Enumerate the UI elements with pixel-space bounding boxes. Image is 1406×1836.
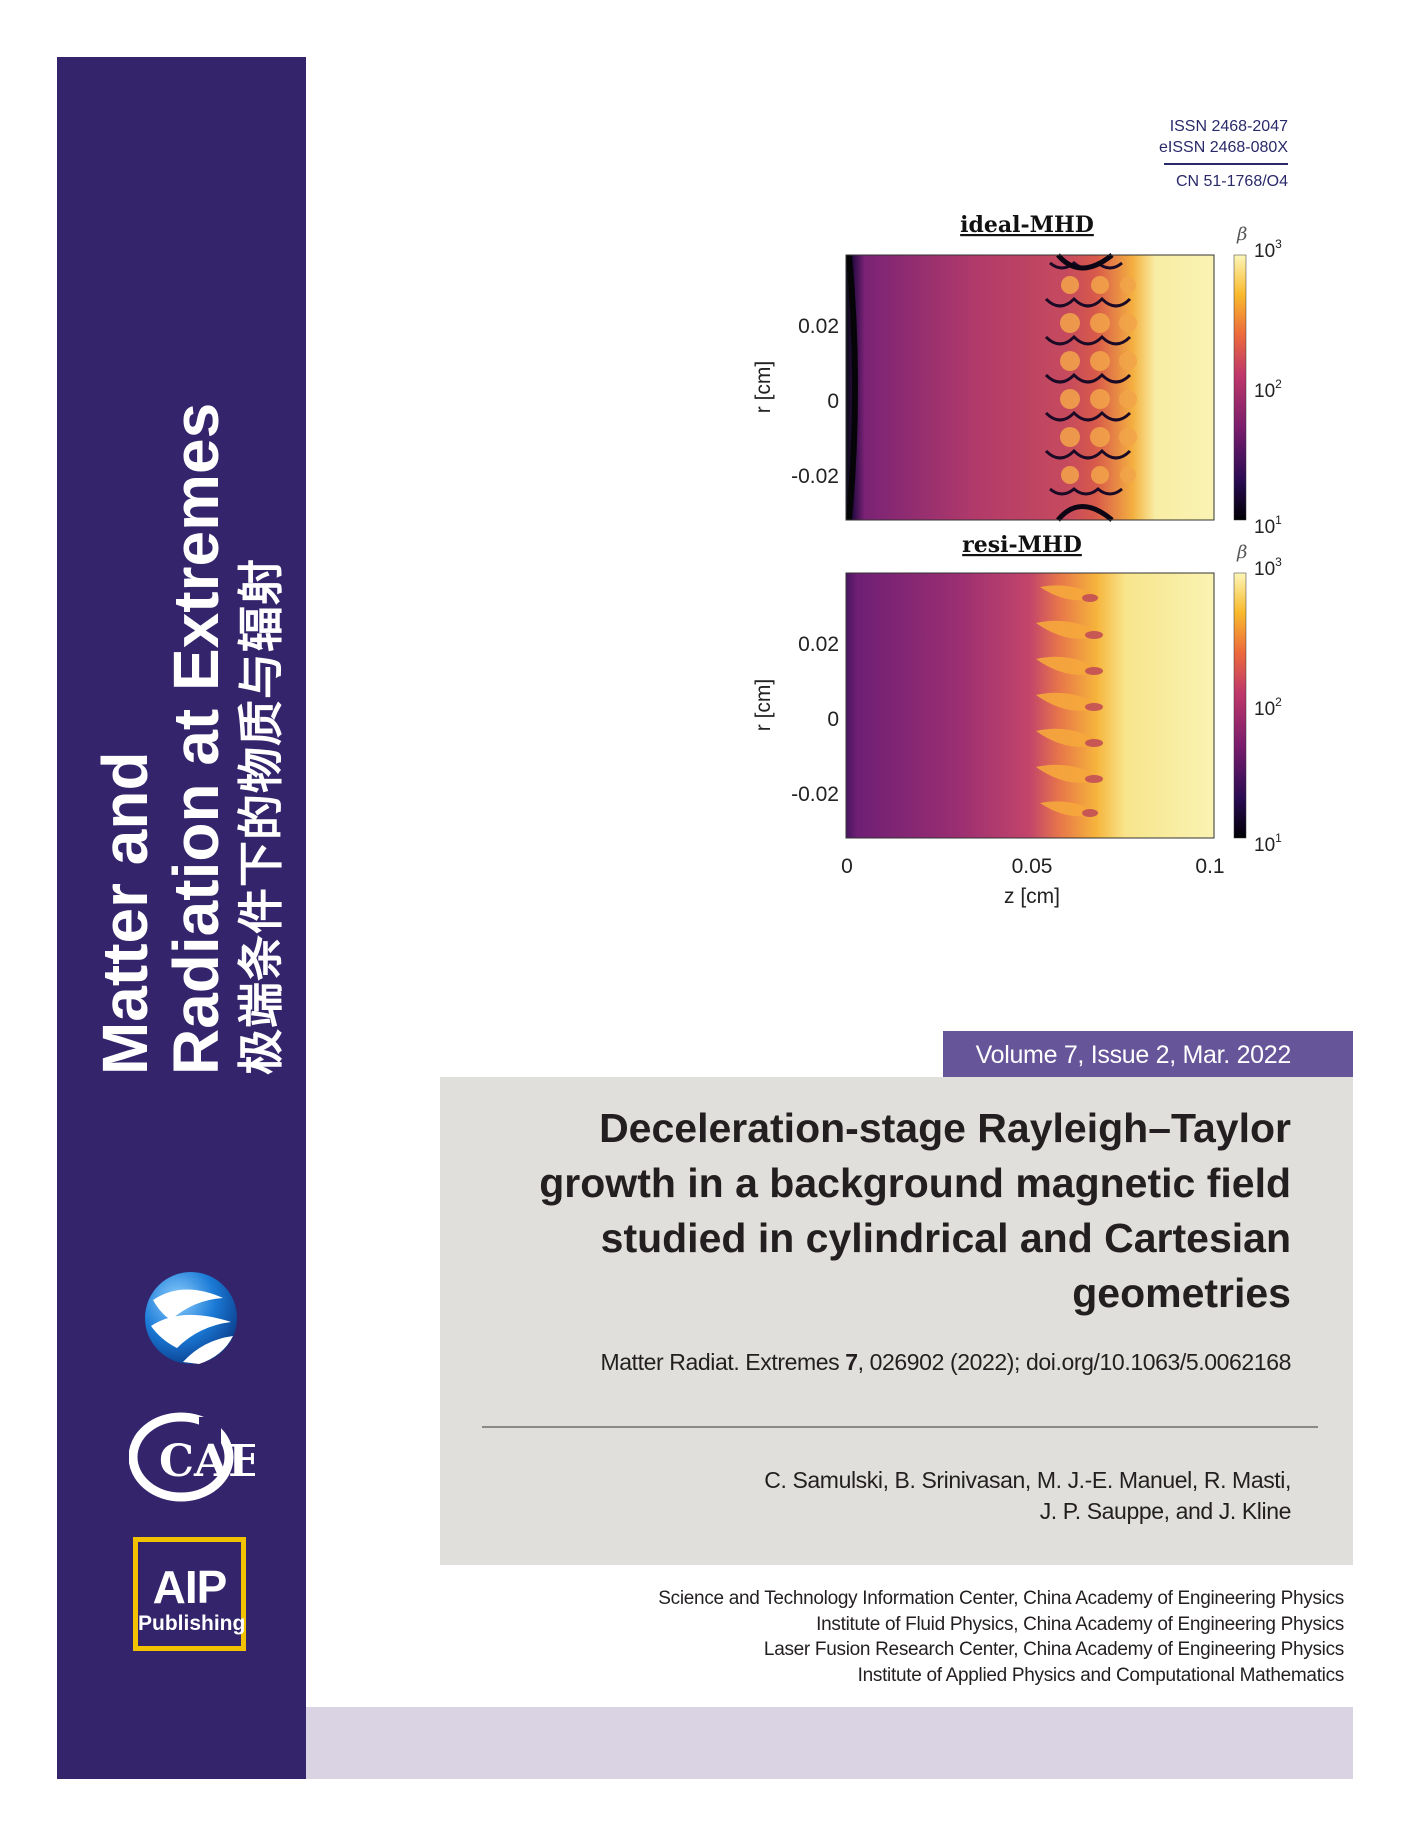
bottom-panel-title: resi-MHD [962, 532, 1082, 558]
bottom-panel-plot [845, 572, 1215, 839]
top-ytick-3: -0.02 [791, 465, 839, 488]
caep-logo: CAEP [129, 1412, 255, 1502]
authors-line2: J. P. Sauppe, and J. Kline [1039, 1498, 1292, 1524]
top-cb-tick-100: 102 [1254, 377, 1282, 402]
caep-logo-text: CAEP [159, 1436, 255, 1487]
citation-suffix: , 026902 (2022); doi.org/10.1063/5.00621… [857, 1349, 1292, 1375]
top-cb-tick-1000: 103 [1254, 237, 1282, 262]
volume-issue: Volume 7, Issue 2, Mar. 2022 [975, 1041, 1292, 1069]
citation-volume: 7 [845, 1349, 858, 1375]
affiliation-item: Science and Technology Information Cente… [658, 1588, 1344, 1609]
bottom-colorbar [1233, 572, 1247, 839]
xtick-3: 0.1 [1195, 855, 1224, 878]
affiliation-item: Laser Fusion Research Center, China Acad… [763, 1639, 1344, 1660]
xtick-1: 0 [841, 855, 853, 878]
aip-logo-text: AIP [152, 1561, 228, 1613]
top-ytick-2: 0 [827, 390, 839, 413]
volume-band: Volume 7, Issue 2, Mar. 2022 [943, 1031, 1353, 1077]
aip-logo-subtext: Publishing [138, 1612, 246, 1635]
article-divider [482, 1426, 1318, 1428]
top-colorbar [1233, 254, 1247, 521]
article-title: Deceleration-stage Rayleigh–Taylor growt… [539, 1105, 1291, 1316]
aip-publishing-logo: AIP Publishing [133, 1537, 246, 1651]
top-cb-tick-10: 101 [1254, 513, 1282, 538]
top-panel-title: ideal-MHD [960, 215, 1094, 238]
bottom-cb-tick-10: 101 [1254, 831, 1282, 856]
top-ytick-1: 0.02 [798, 315, 839, 338]
journal-title-chinese: 极端条件下的物质与辐射 [235, 558, 287, 1075]
affiliation-item: Institute of Applied Physics and Computa… [857, 1664, 1345, 1686]
citation: Matter Radiat. Extremes 7, 026902 (2022)… [600, 1349, 1291, 1376]
journal-spine: Matter and Radiation at Extremes 极端条件下的物… [57, 57, 306, 1779]
journal-globe-logo [145, 1272, 237, 1364]
bottom-ytick-2: 0 [827, 708, 839, 731]
bottom-ylabel: r [cm] [752, 679, 775, 732]
cn-number: CN 51-1768/O4 [1175, 173, 1288, 190]
article-box: Deceleration-stage Rayleigh–Taylor growt… [440, 1077, 1353, 1565]
bottom-cb-tick-100: 102 [1254, 695, 1282, 720]
bottom-ytick-3: -0.02 [791, 783, 839, 806]
top-colorbar-label: β [1236, 224, 1247, 245]
issn: ISSN 2468-2047 [1169, 118, 1288, 135]
eissn: eISSN 2468-080X [1159, 139, 1288, 156]
issn-rule [1164, 163, 1288, 165]
bottom-colorbar-label: β [1236, 542, 1247, 563]
affiliation-item: Institute of Fluid Physics, China Academ… [816, 1613, 1344, 1635]
xlabel: z [cm] [1004, 885, 1060, 908]
top-panel-plot [845, 253, 1215, 522]
xtick-2: 0.05 [1012, 855, 1053, 878]
bottom-band [306, 1707, 1353, 1779]
spine-title-block: Matter and Radiation at Extremes 极端条件下的物… [57, 57, 306, 1779]
top-ylabel: r [cm] [752, 361, 775, 414]
issn-block: ISSN 2468-2047 eISSN 2468-080X CN 51-176… [1159, 116, 1288, 192]
authors-line1: C. Samulski, B. Srinivasan, M. J.-E. Man… [764, 1467, 1291, 1493]
bottom-cb-tick-1000: 103 [1254, 555, 1282, 580]
authors: C. Samulski, B. Srinivasan, M. J.-E. Man… [764, 1465, 1291, 1527]
bottom-ytick-1: 0.02 [798, 633, 839, 656]
citation-prefix: Matter Radiat. Extremes [600, 1349, 846, 1375]
journal-title-line1: Matter and [89, 751, 161, 1075]
affiliations: Science and Technology Information Cente… [658, 1586, 1344, 1688]
journal-title-line2: Radiation at Extremes [160, 402, 232, 1075]
cover-figure: ideal-MHD resi-MHD [752, 215, 1282, 908]
